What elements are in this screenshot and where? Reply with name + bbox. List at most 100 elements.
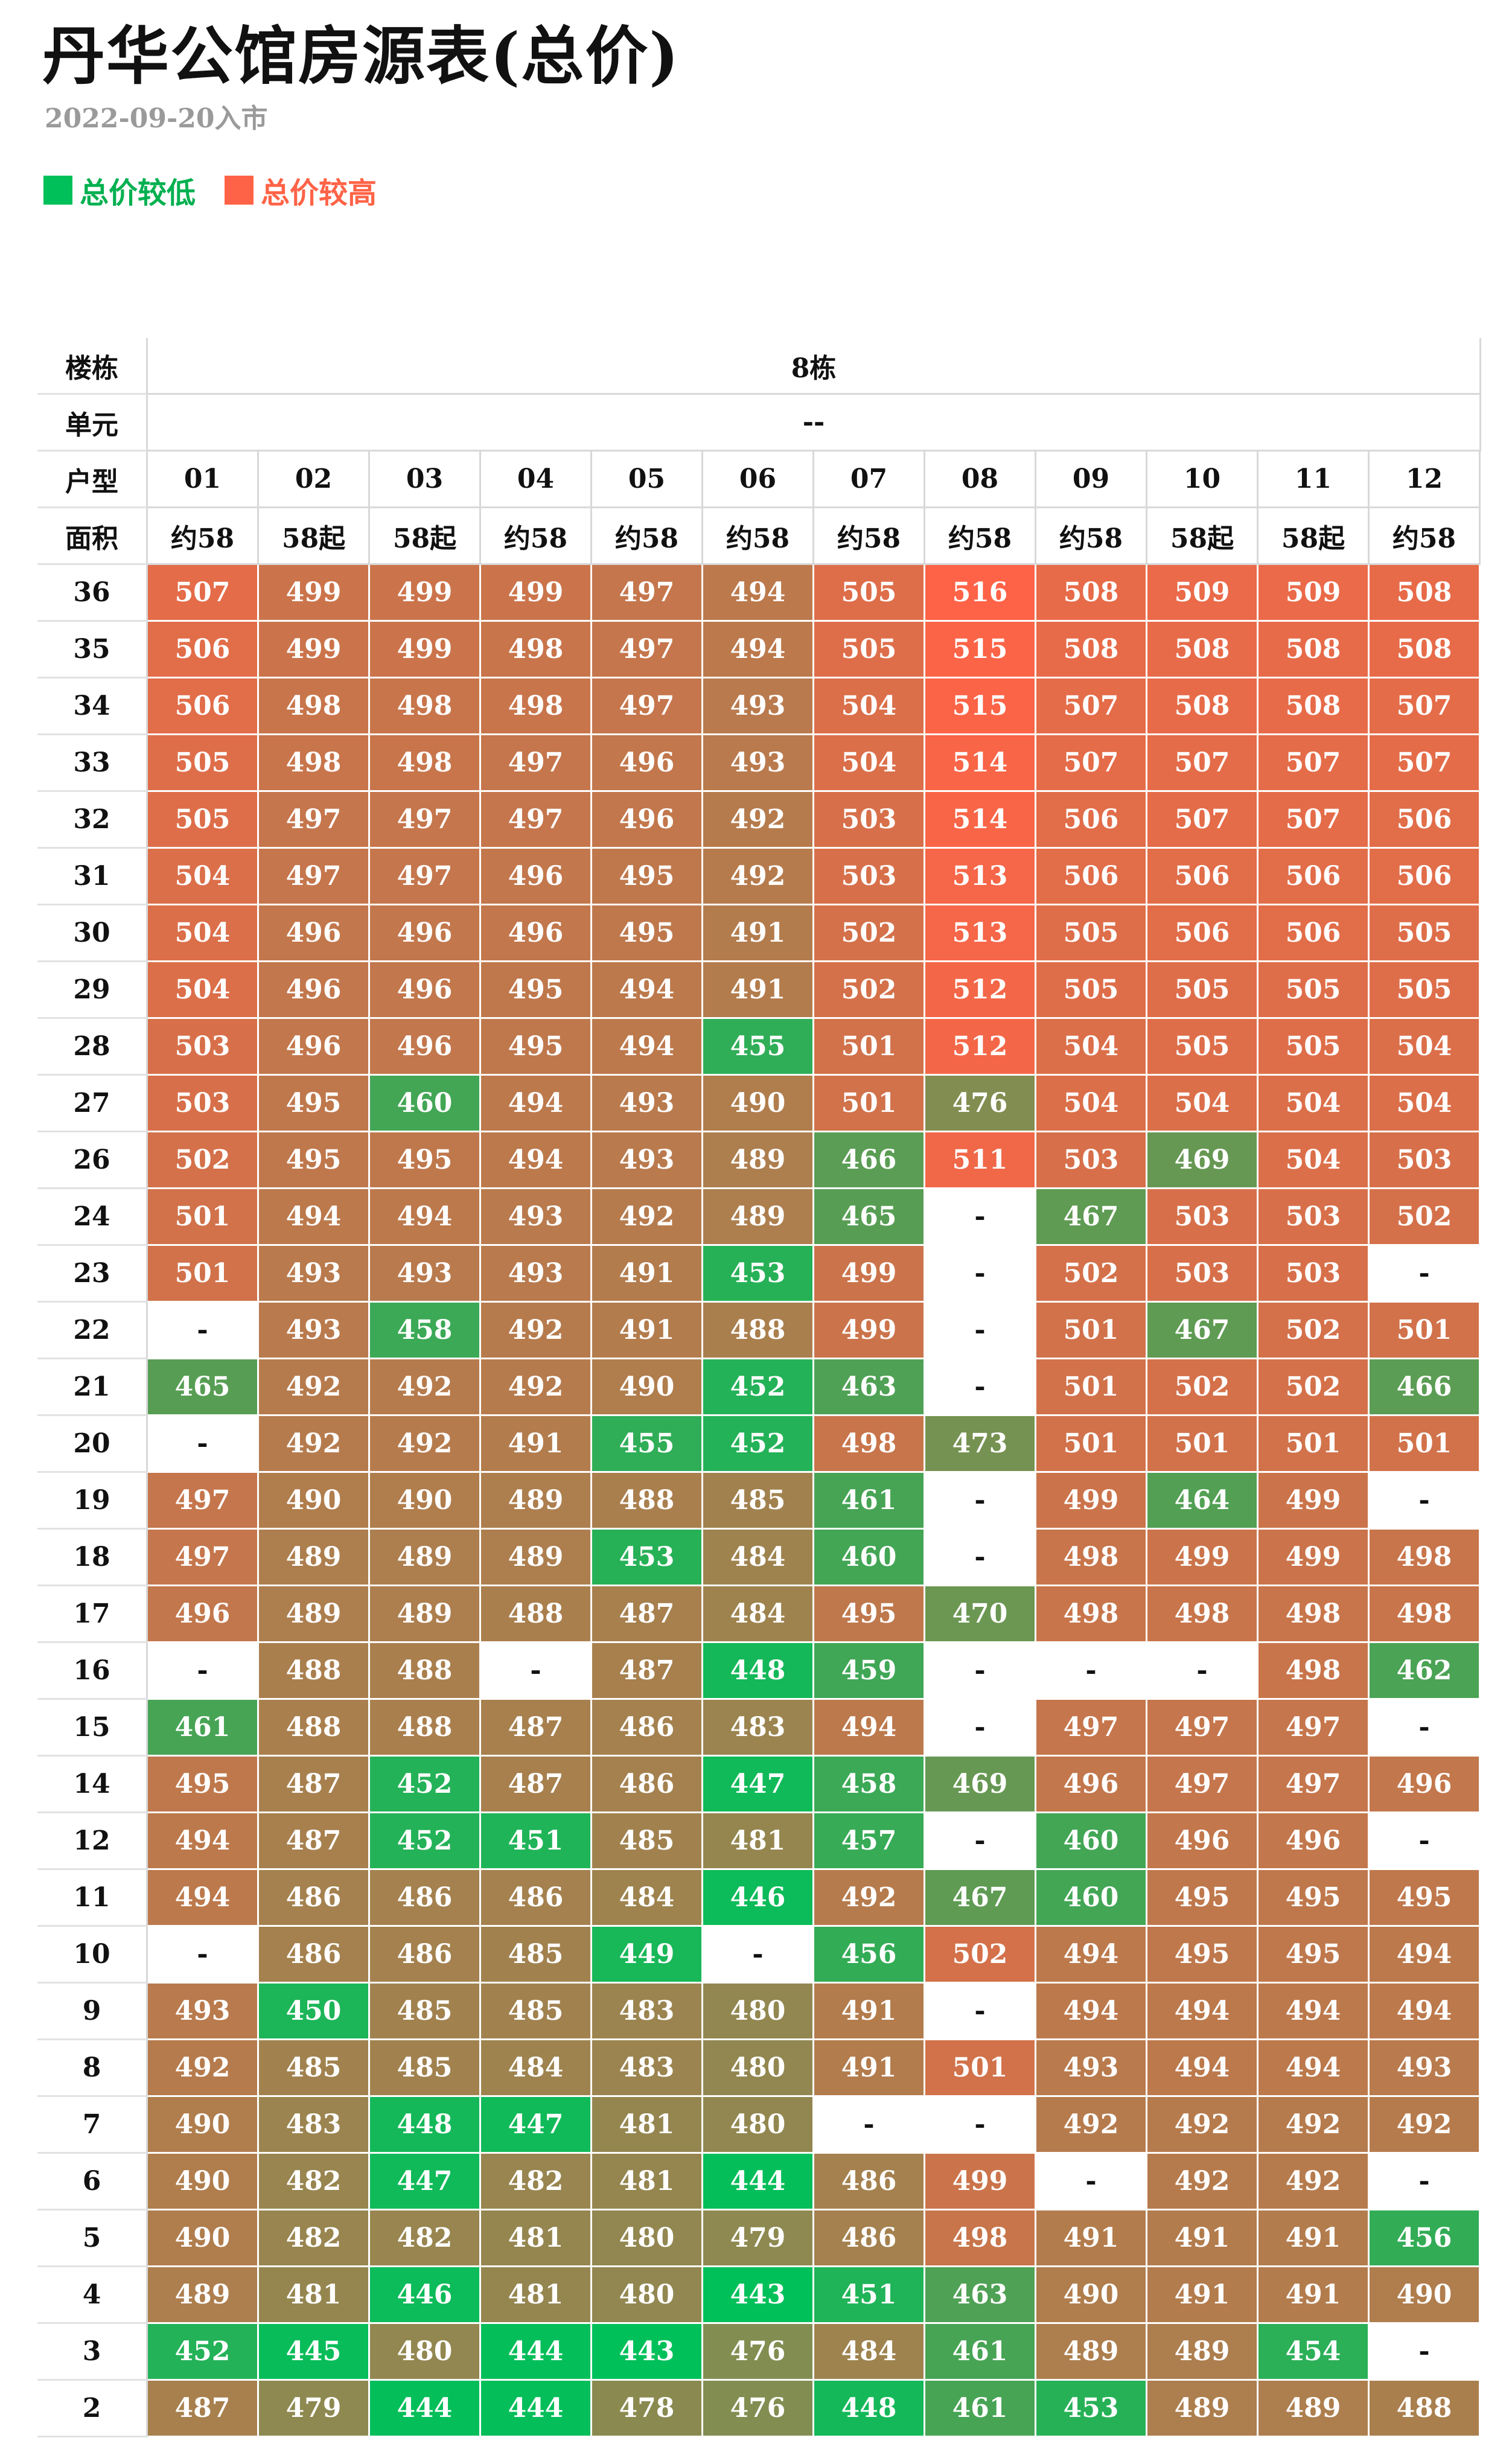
price-cell: 473 xyxy=(925,1416,1036,1473)
price-cell: 491 xyxy=(592,1303,703,1359)
price-cell: 451 xyxy=(814,2267,925,2324)
price-cell: 453 xyxy=(703,1246,814,1303)
price-cell: 476 xyxy=(703,2324,814,2381)
price-cell: 454 xyxy=(1259,2324,1370,2381)
building-value: 8栋 xyxy=(148,338,1481,395)
price-cell: 487 xyxy=(481,1700,592,1757)
price-cell: - xyxy=(148,1643,259,1700)
price-cell: 505 xyxy=(1147,962,1259,1019)
price-cell: 489 xyxy=(259,1586,370,1643)
price-cell: 487 xyxy=(592,1586,703,1643)
floor-label: 19 xyxy=(37,1473,148,1530)
price-cell: 498 xyxy=(481,678,592,735)
price-cell: 496 xyxy=(259,962,370,1019)
price-cell: - xyxy=(1370,2324,1481,2381)
price-cell: - xyxy=(1370,1813,1481,1870)
floor-row: 17 496 489 489 488 487 484 495 470 498 498 498 498 xyxy=(37,1586,1481,1643)
price-cell: 514 xyxy=(925,735,1036,792)
type-cell: 02 xyxy=(259,452,370,508)
price-cell: 467 xyxy=(1147,1303,1259,1359)
header-row-type: 户型 01 02 03 04 05 06 07 08 09 10 11 12 xyxy=(37,452,1481,508)
price-cell: 497 xyxy=(1259,1757,1370,1813)
price-cell: 463 xyxy=(925,2267,1036,2324)
price-cell: 495 xyxy=(1259,1927,1370,1984)
price-cell: 505 xyxy=(1370,962,1481,1019)
floor-row: 16-488 488-487 448 459- - -498 462 xyxy=(37,1643,1481,1700)
price-cell: 508 xyxy=(1370,565,1481,622)
price-cell: 489 xyxy=(1036,2324,1147,2381)
price-cell: 508 xyxy=(1036,622,1147,678)
price-cell: 491 xyxy=(1036,2210,1147,2267)
price-cell: 445 xyxy=(259,2324,370,2381)
price-cell: 463 xyxy=(814,1359,925,1416)
price-cell: 466 xyxy=(814,1132,925,1189)
floor-label: 34 xyxy=(37,678,148,735)
floor-label: 21 xyxy=(37,1359,148,1416)
price-cell: 504 xyxy=(1036,1076,1147,1132)
page-title: 丹华公馆房源表(总价) xyxy=(42,19,680,93)
price-cell: - xyxy=(148,1416,259,1473)
price-cell: 483 xyxy=(592,1984,703,2040)
header-row-unit: 单元 -- xyxy=(37,395,1481,452)
floor-label: 31 xyxy=(37,849,148,905)
price-cell: 482 xyxy=(481,2154,592,2210)
price-cell: 486 xyxy=(814,2154,925,2210)
price-cell: 505 xyxy=(148,735,259,792)
price-cell: 493 xyxy=(481,1189,592,1246)
floor-row: 14 495 487 452 487 486 447 458 469 496 497 497 496 xyxy=(37,1757,1481,1813)
price-cell: - xyxy=(1147,1643,1259,1700)
price-cell: 505 xyxy=(1147,1019,1259,1076)
floor-row: 24 501 494 494 493 492 489 465-467 503 503 502 xyxy=(37,1189,1481,1246)
price-cell: 495 xyxy=(481,1019,592,1076)
price-cell: 460 xyxy=(814,1530,925,1586)
area-cell: 约58 xyxy=(925,508,1036,565)
area-cell: 约58 xyxy=(1370,508,1481,565)
price-cell: 461 xyxy=(148,1700,259,1757)
price-cell: 494 xyxy=(481,1076,592,1132)
price-cell: 498 xyxy=(1259,1586,1370,1643)
price-cell: 501 xyxy=(1370,1303,1481,1359)
floor-label: 17 xyxy=(37,1586,148,1643)
price-cell: 489 xyxy=(259,1530,370,1586)
price-cell: 488 xyxy=(259,1700,370,1757)
floor-row: 20-492 492 491 455 452 498 473 501 501 501 501 xyxy=(37,1416,1481,1473)
price-cell: 499 xyxy=(1147,1530,1259,1586)
area-label: 面积 xyxy=(37,508,148,565)
price-cell: 488 xyxy=(370,1643,481,1700)
price-cell: - xyxy=(925,1700,1036,1757)
price-cell: 498 xyxy=(259,735,370,792)
price-cell: 497 xyxy=(1036,1700,1147,1757)
floor-row: 27 503 495 460 494 493 490 501 476 504 504 504 504 xyxy=(37,1076,1481,1132)
price-cell: 496 xyxy=(592,792,703,849)
price-cell: 486 xyxy=(481,1870,592,1927)
type-cell: 01 xyxy=(148,452,259,508)
price-cell: 502 xyxy=(1370,1189,1481,1246)
price-cell: 499 xyxy=(814,1303,925,1359)
price-cell: 502 xyxy=(814,905,925,962)
price-cell: 494 xyxy=(259,1189,370,1246)
price-cell: 504 xyxy=(1259,1076,1370,1132)
price-cell: 459 xyxy=(814,1643,925,1700)
price-cell: 497 xyxy=(1147,1757,1259,1813)
price-cell: 485 xyxy=(703,1473,814,1530)
price-cell: 444 xyxy=(481,2324,592,2381)
legend-label-low: 总价较低 xyxy=(80,176,196,210)
price-cell: 488 xyxy=(481,1586,592,1643)
price-cell: - xyxy=(1370,1246,1481,1303)
price-cell: 495 xyxy=(592,905,703,962)
price-cell: 490 xyxy=(148,2210,259,2267)
price-cell: 503 xyxy=(148,1019,259,1076)
price-cell: 464 xyxy=(1147,1473,1259,1530)
price-cell: 494 xyxy=(592,962,703,1019)
price-cell: 493 xyxy=(1036,2040,1147,2097)
price-cell: 452 xyxy=(703,1359,814,1416)
price-cell: 452 xyxy=(370,1813,481,1870)
price-cell: 504 xyxy=(1036,1019,1147,1076)
floor-row: 30 504 496 496 496 495 491 502 513 505 506 506 505 xyxy=(37,905,1481,962)
legend: 总价较低 总价较高 xyxy=(43,169,406,211)
price-cell: 499 xyxy=(925,2154,1036,2210)
floor-label: 20 xyxy=(37,1416,148,1473)
price-cell: 453 xyxy=(592,1530,703,1586)
price-cell: 499 xyxy=(259,622,370,678)
price-cell: - xyxy=(1370,1473,1481,1530)
